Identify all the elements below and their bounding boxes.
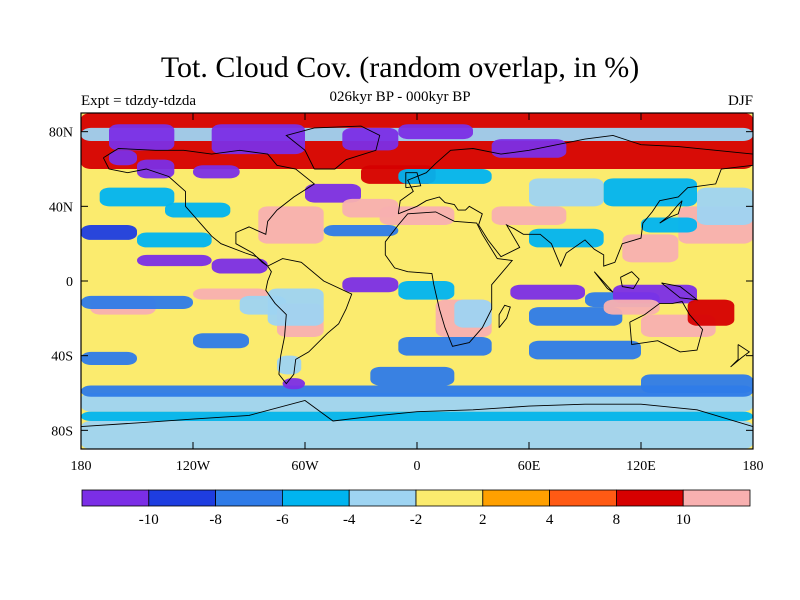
colorbar-label: -4 [343,512,356,528]
chart-title: Tot. Cloud Cov. (random overlap, in %) [160,51,640,84]
x-tick-label: 0 [414,459,421,474]
colorbar-label: -6 [276,512,289,528]
coastlines [81,125,753,428]
colorbar-label: 4 [546,512,554,528]
colorbar-label: 2 [479,512,487,528]
colorbar-swatch [415,489,484,507]
colorbar-swatch [348,489,417,507]
colorbar-swatch [281,489,350,507]
colorbar-swatch [215,489,283,507]
y-tick-label: 80N [49,126,73,141]
y-tick-label: 80S [51,424,73,439]
colorbar-swatch [616,489,684,507]
colorbar-label: -10 [139,512,159,528]
colorbar-swatch [549,489,617,507]
colorbar: -10 -8 -6 -4 -2 2 4 8 10 [81,489,751,528]
colorbar-label: 8 [613,512,621,528]
colorbar-label: -2 [410,512,423,528]
colorbar-label: -8 [209,512,222,528]
x-tick-label: 180 [743,459,764,474]
y-tick-label: 40S [51,350,73,365]
y-tick-label: 0 [66,275,73,290]
season-label: DJF [727,93,753,109]
x-tick-label: 180 [71,459,92,474]
colorbar-label: 10 [676,512,691,528]
chart-subtitle: 026kyr BP - 000kyr BP [329,89,471,105]
cloud-cover-field [81,113,753,449]
x-tick-label: 60W [291,459,319,474]
colorbar-swatch [81,489,150,507]
colorbar-swatch [148,489,217,507]
x-tick-label: 120W [176,459,211,474]
x-tick-label: 60E [518,459,541,474]
colorbar-swatch [482,489,550,507]
colorbar-swatch [682,489,751,507]
y-tick-label: 40N [49,200,73,215]
axis-ticks: 180 120W 60W 0 60E 120E 180 80N 40N 0 40S 80S [49,113,764,474]
experiment-label: Expt = tdzdy-tdzda [81,93,197,109]
x-tick-label: 120E [626,459,656,474]
